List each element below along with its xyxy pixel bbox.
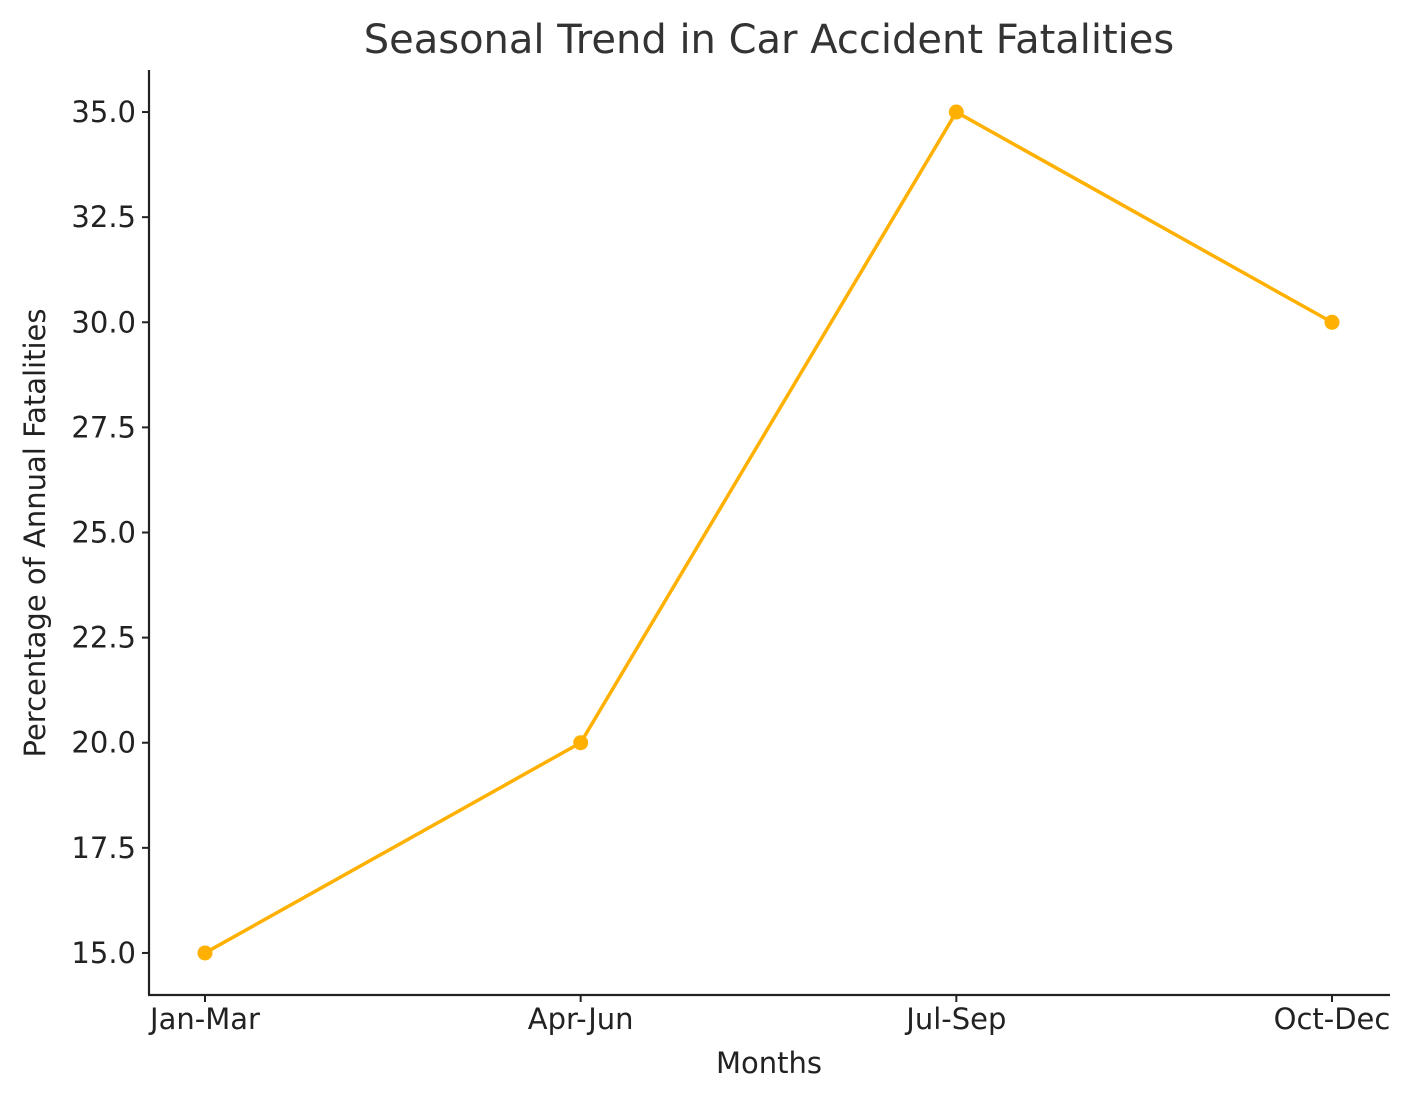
x-tick-label: Apr-Jun xyxy=(528,1002,634,1036)
data-point xyxy=(1324,314,1340,330)
x-tick-label: Jan-Mar xyxy=(148,1002,260,1036)
y-tick-label: 22.5 xyxy=(71,621,136,655)
chart-title: Seasonal Trend in Car Accident Fatalitie… xyxy=(364,17,1175,63)
x-axis-label: Months xyxy=(716,1046,822,1080)
plot-area xyxy=(197,104,1340,961)
y-axis-ticks: 15.0 17.5 20.0 22.5 25.0 27.5 30.0 32.5 35.0 xyxy=(71,95,149,970)
y-tick-label: 17.5 xyxy=(71,831,136,865)
y-axis-label: Percentage of Annual Fatalities xyxy=(18,309,52,758)
x-tick-label: Jul-Sep xyxy=(904,1002,1006,1036)
data-point xyxy=(948,104,964,120)
y-tick-label: 15.0 xyxy=(71,936,136,970)
y-tick-label: 35.0 xyxy=(71,95,136,129)
series-line xyxy=(203,110,1334,955)
y-tick-label: 27.5 xyxy=(71,410,136,444)
y-tick-label: 30.0 xyxy=(71,305,136,339)
data-point xyxy=(197,945,213,961)
y-tick-label: 32.5 xyxy=(71,200,136,234)
y-tick-label: 20.0 xyxy=(71,726,136,760)
data-point xyxy=(573,735,589,751)
x-tick-label: Oct-Dec xyxy=(1274,1002,1391,1036)
x-axis-ticks: Jan-Mar Apr-Jun Jul-Sep Oct-Dec xyxy=(148,995,1390,1036)
y-tick-label: 25.0 xyxy=(71,516,136,550)
